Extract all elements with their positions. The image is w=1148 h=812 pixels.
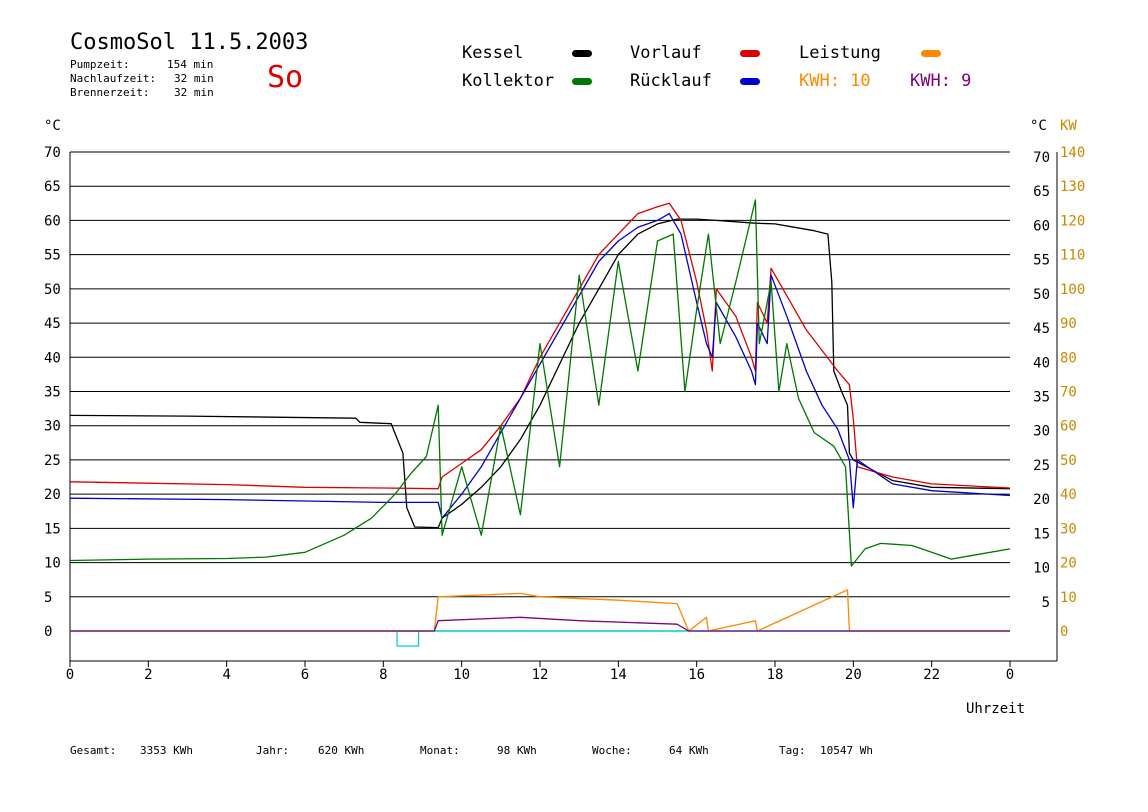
y2-tick-label: 30 (1060, 521, 1077, 537)
footer-gesamt-value: 3353 KWh (140, 744, 193, 757)
x-tick-label: 22 (923, 667, 940, 683)
y2-tick-label: 60 (1060, 419, 1077, 435)
y2-tick-label: 40 (1060, 487, 1077, 503)
footer-woche-value: 64 KWh (669, 744, 709, 757)
y2-tick-label: 20 (1060, 556, 1077, 572)
legend-vorlauf-swatch (740, 50, 760, 57)
x-tick-label: 0 (1006, 667, 1014, 683)
y-tick-label: 40 (44, 350, 61, 366)
y-tick-label: 30 (44, 419, 61, 435)
right-axis-unit-c: °C (1030, 118, 1047, 134)
x-tick-label: 12 (532, 667, 549, 683)
y-tick-label: 15 (44, 521, 61, 537)
brennerzeit-label: Brennerzeit: (70, 86, 150, 99)
y-right-tick-label: 5 (1042, 595, 1050, 611)
series-line-5 (70, 616, 1010, 632)
nachlaufzeit-value: 32 min (174, 72, 214, 85)
x-axis-label: Uhrzeit (966, 701, 1026, 717)
x-tick-label: 10 (453, 667, 470, 683)
legend-kessel: Kessel (462, 43, 524, 63)
footer-tag-label: Tag: (779, 744, 806, 757)
y-tick-label: 50 (44, 282, 61, 298)
y-right-tick-label: 30 (1033, 424, 1050, 440)
y-tick-label: 5 (44, 590, 52, 606)
legend-kwh-total: KWH: 10 (799, 71, 871, 91)
legend-vorlauf: Vorlauf (630, 43, 702, 63)
y-right-tick-label: 20 (1033, 492, 1050, 508)
right-axis-unit-kw: KW (1060, 118, 1077, 134)
footer-monat-label: Monat: (420, 744, 460, 757)
left-axis-unit: °C (44, 118, 61, 134)
footer-jahr-label: Jahr: (256, 744, 290, 757)
legend-kollektor: Kollektor (462, 71, 555, 91)
x-tick-label: 2 (144, 667, 152, 683)
y2-tick-label: 80 (1060, 350, 1077, 366)
y-tick-label: 60 (44, 213, 61, 229)
y-right-tick-label: 70 (1033, 150, 1050, 166)
pumpzeit-value: 154 min (167, 58, 214, 71)
x-tick-label: 18 (767, 667, 784, 683)
legend-ruecklauf: Rücklauf (630, 71, 712, 91)
y-tick-label: 0 (44, 624, 52, 640)
x-tick-label: 4 (222, 667, 230, 683)
y-tick-label: 35 (44, 385, 61, 401)
y2-tick-label: 10 (1060, 590, 1077, 606)
y-tick-label: 70 (44, 145, 61, 161)
series-line-3 (69, 199, 1011, 567)
series-line-2 (69, 212, 1011, 519)
y-tick-label: 65 (44, 179, 61, 195)
y-tick-label: 55 (44, 248, 61, 264)
y-right-tick-label: 25 (1033, 458, 1050, 474)
x-tick-label: 20 (845, 667, 862, 683)
y2-tick-label: 110 (1060, 248, 1085, 264)
y-right-tick-label: 10 (1033, 561, 1050, 577)
y-right-tick-label: 65 (1033, 184, 1050, 200)
y-right-tick-label: 15 (1033, 526, 1050, 542)
baseline-marker (396, 630, 420, 647)
y-right-tick-label: 35 (1033, 390, 1050, 406)
y2-tick-label: 90 (1060, 316, 1077, 332)
y2-tick-label: 0 (1060, 624, 1068, 640)
nachlaufzeit-label: Nachlaufzeit: (70, 72, 157, 85)
y-right-tick-label: 40 (1033, 355, 1050, 371)
y2-tick-label: 130 (1060, 179, 1085, 195)
y2-tick-label: 120 (1060, 213, 1085, 229)
y-right-tick-label: 60 (1033, 218, 1050, 234)
y2-tick-label: 50 (1060, 453, 1077, 469)
footer-tag-value: 10547 Wh (820, 744, 873, 757)
legend-kwh-second: KWH: 9 (910, 71, 972, 91)
pumpzeit-label: Pumpzeit: (70, 58, 130, 71)
y2-tick-label: 70 (1060, 385, 1077, 401)
x-tick-label: 0 (66, 667, 74, 683)
y-tick-label: 25 (44, 453, 61, 469)
y2-tick-label: 140 (1060, 145, 1085, 161)
footer-gesamt-label: Gesamt: (70, 744, 117, 757)
x-tick-label: 14 (610, 667, 627, 683)
footer-woche-label: Woche: (592, 744, 632, 757)
y2-tick-label: 100 (1060, 282, 1085, 298)
series-line-4 (70, 589, 1010, 632)
legend-kessel-swatch (572, 50, 592, 57)
x-tick-label: 6 (301, 667, 309, 683)
page-title: CosmoSol 11.5.2003 (70, 30, 309, 55)
y-right-tick-label: 50 (1033, 287, 1050, 303)
brennerzeit-value: 32 min (174, 86, 214, 99)
legend-ruecklauf-swatch (740, 78, 760, 85)
y-tick-label: 20 (44, 487, 61, 503)
x-tick-label: 8 (379, 667, 387, 683)
y-tick-label: 45 (44, 316, 61, 332)
y-tick-label: 10 (44, 556, 61, 572)
legend-leistung: Leistung (799, 43, 881, 63)
footer-monat-value: 98 KWh (497, 744, 537, 757)
legend-kollektor-swatch (572, 78, 592, 85)
footer-jahr-value: 620 KWh (318, 744, 365, 757)
y-right-tick-label: 45 (1033, 321, 1050, 337)
series-line-0 (69, 218, 1011, 529)
legend-leistung-swatch (921, 50, 941, 57)
weekday-label: So (267, 60, 304, 95)
x-tick-label: 16 (688, 667, 705, 683)
series-line-1 (69, 202, 1011, 490)
y-right-tick-label: 55 (1033, 253, 1050, 269)
